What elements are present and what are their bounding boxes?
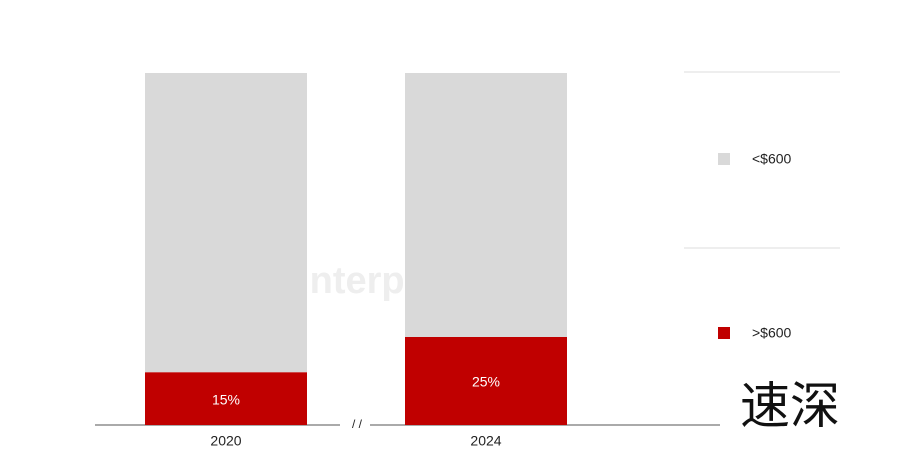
- stamp: 速深: [740, 377, 840, 435]
- legend-swatch: [718, 327, 730, 339]
- x-tick-label: 2020: [210, 433, 241, 449]
- bar-segment: [405, 73, 567, 337]
- axis-break: / /: [352, 417, 363, 431]
- legend-label: <$600: [752, 151, 792, 167]
- value-label: 25%: [472, 374, 500, 390]
- bar-segment: [405, 337, 567, 425]
- x-tick-label: 2024: [470, 433, 501, 449]
- legend-swatch: [718, 153, 730, 165]
- bar-segment: [145, 73, 307, 373]
- value-label: 15%: [212, 391, 240, 407]
- legend-label: >$600: [752, 325, 792, 341]
- bar-segment: [145, 372, 307, 425]
